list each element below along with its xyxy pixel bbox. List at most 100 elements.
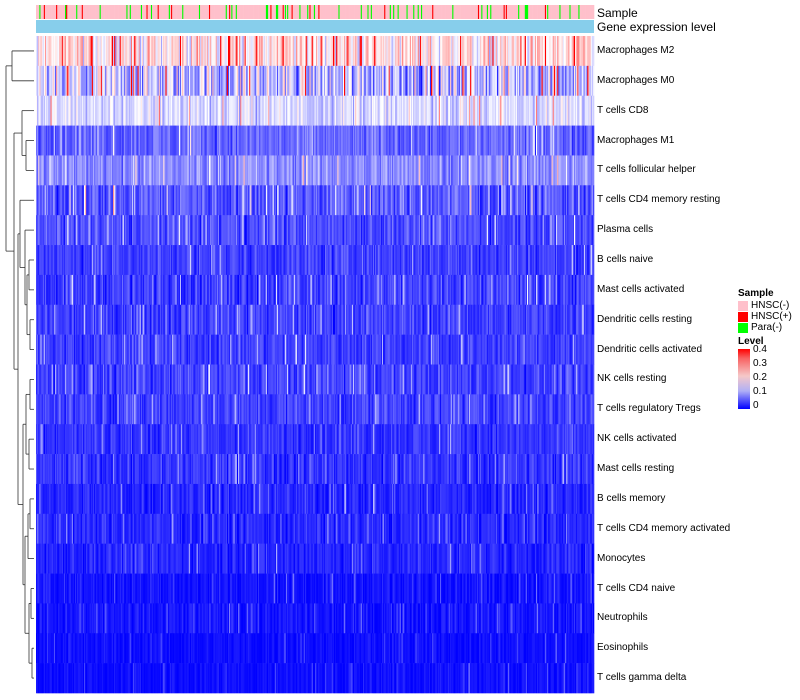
heatmap-cell <box>389 65 392 97</box>
heatmap-cell <box>559 155 561 186</box>
heatmap-cell <box>342 95 345 126</box>
sample-annotation-cell <box>450 5 452 19</box>
heatmap-cell <box>52 245 55 276</box>
heatmap-cell <box>315 95 317 126</box>
heatmap-cell <box>398 215 401 246</box>
heatmap-cell <box>586 125 588 156</box>
heatmap-cell <box>249 125 251 156</box>
heatmap-cell <box>448 36 451 67</box>
heatmap-cell <box>484 185 487 216</box>
heatmap-cell <box>386 185 388 216</box>
heatmap-cell <box>470 155 472 186</box>
heatmap-cell <box>63 185 66 216</box>
heatmap-cell <box>206 125 209 156</box>
heatmap-cell <box>309 65 311 97</box>
heatmap-cell <box>150 155 153 186</box>
heatmap-cell <box>392 155 394 186</box>
heatmap-cell <box>146 65 148 97</box>
heatmap-cell <box>311 95 314 126</box>
heatmap-cell <box>150 125 153 156</box>
heatmap-cell <box>121 185 124 216</box>
heatmap-cell <box>557 95 559 126</box>
sample-annotation-cell <box>87 5 89 19</box>
heatmap-cell <box>431 125 433 156</box>
heatmap-cell <box>249 274 251 306</box>
heatmap-cell <box>178 95 181 126</box>
heatmap-cell <box>465 65 468 97</box>
heatmap-cell <box>500 215 502 246</box>
heatmap-cell <box>164 95 166 126</box>
heatmap-cell <box>146 125 148 156</box>
heatmap-cell <box>481 125 483 156</box>
sample-annotation-cell <box>512 5 514 19</box>
heatmap-cell <box>279 125 281 156</box>
heatmap-cell <box>128 65 131 97</box>
heatmap-cell <box>480 125 482 156</box>
heatmap-cell <box>336 36 338 67</box>
sample-annotation-cell <box>43 5 46 19</box>
heatmap-cell <box>451 215 453 246</box>
heatmap-cell <box>65 95 67 126</box>
heatmap-cell <box>431 245 433 276</box>
heatmap-cell <box>200 155 202 186</box>
heatmap-cell <box>351 125 354 156</box>
heatmap-cell <box>239 245 241 276</box>
heatmap-cell <box>269 36 271 67</box>
heatmap-cell <box>181 274 183 306</box>
heatmap-cell <box>110 65 113 97</box>
heatmap-cell <box>56 185 58 216</box>
heatmap-cell <box>293 274 296 306</box>
heatmap-cell <box>302 155 305 186</box>
heatmap-cell <box>153 155 155 186</box>
heatmap-cell <box>136 125 138 156</box>
heatmap-cell <box>477 125 480 156</box>
heatmap-cell <box>246 95 249 126</box>
heatmap-cell <box>291 215 293 246</box>
heatmap-cell <box>176 274 179 306</box>
heatmap-cell <box>287 185 289 216</box>
heatmap-cell <box>243 125 245 156</box>
heatmap-cell <box>77 125 79 156</box>
heatmap-cell <box>53 155 56 186</box>
heatmap-cell <box>326 125 328 156</box>
heatmap-cell <box>442 125 444 156</box>
heatmap-cell <box>212 215 214 246</box>
heatmap-cell <box>80 95 83 126</box>
heatmap-cell <box>217 274 220 306</box>
heatmap-cell <box>511 155 513 186</box>
heatmap-cell <box>123 245 125 276</box>
heatmap-cell <box>119 215 122 246</box>
heatmap-cell <box>360 215 363 246</box>
heatmap-cell <box>160 95 163 126</box>
heatmap-cell <box>133 125 135 156</box>
heatmap-cell <box>541 274 543 306</box>
heatmap-cell <box>68 36 70 67</box>
heatmap-cell <box>463 245 465 276</box>
heatmap-cell <box>196 274 199 306</box>
heatmap-cell <box>578 155 580 186</box>
heatmap-cell <box>101 185 104 216</box>
heatmap-cell <box>193 185 195 216</box>
sample-annotation-cell <box>39 5 41 19</box>
heatmap-cell <box>75 65 77 97</box>
heatmap-cell <box>90 185 93 216</box>
heatmap-cell <box>163 215 165 246</box>
heatmap-cell <box>126 65 128 97</box>
heatmap-cell <box>400 215 403 246</box>
heatmap-cell <box>38 274 40 306</box>
heatmap-cell <box>475 36 478 67</box>
heatmap-cell <box>390 155 393 186</box>
heatmap-cell <box>415 245 417 276</box>
heatmap-cell <box>71 274 74 306</box>
heatmap-cell <box>397 245 399 276</box>
heatmap-cell <box>68 245 70 276</box>
heatmap-cell <box>91 125 94 156</box>
heatmap-cell <box>362 274 365 306</box>
heatmap-cell <box>182 215 184 246</box>
heatmap-cell <box>155 215 157 246</box>
heatmap-cell <box>156 245 158 276</box>
heatmap-cell <box>116 155 118 186</box>
heatmap-cell <box>192 215 194 246</box>
heatmap-cell <box>447 36 450 67</box>
heatmap-cell <box>116 185 118 216</box>
